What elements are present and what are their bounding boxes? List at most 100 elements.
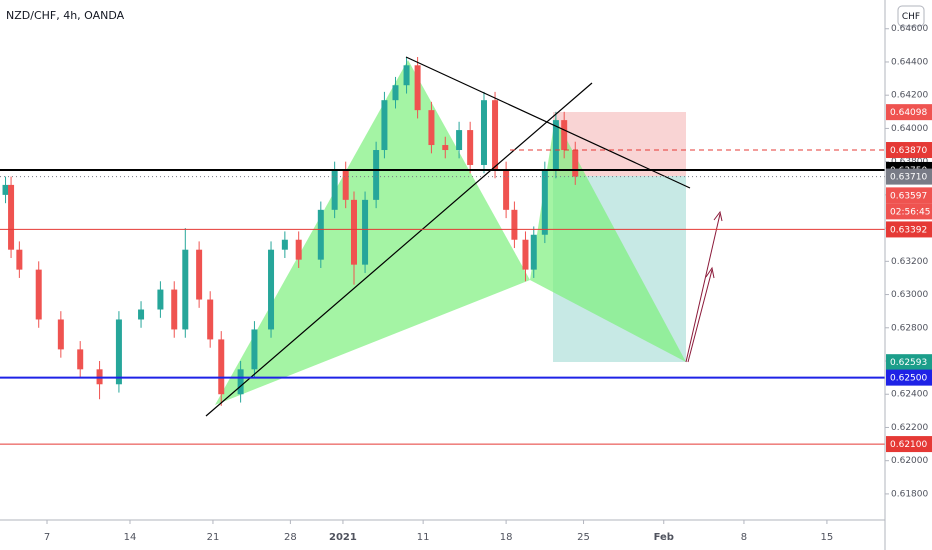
candle-body xyxy=(541,169,548,235)
price-label: 0.62500 xyxy=(890,374,927,384)
candle-body xyxy=(511,209,518,240)
arrow xyxy=(685,213,721,363)
y-tick-label: 0.62800 xyxy=(891,323,928,333)
candle-body xyxy=(492,100,499,170)
arrow-head xyxy=(713,210,723,222)
candle-body xyxy=(251,329,258,370)
price-label-bg xyxy=(886,369,932,386)
candle-body xyxy=(2,184,9,195)
candle-body xyxy=(115,319,122,385)
arrow xyxy=(687,269,713,363)
x-tick-label: 21 xyxy=(207,532,220,543)
y-tick-label: 0.63200 xyxy=(891,257,928,267)
y-tick-label: 0.62400 xyxy=(891,390,928,400)
countdown-bg xyxy=(886,203,932,220)
candle-body xyxy=(268,249,275,330)
candle-body xyxy=(281,239,288,250)
candle-body xyxy=(414,65,421,111)
candle-body xyxy=(16,249,23,270)
candle-body xyxy=(392,85,399,101)
candle-body xyxy=(207,299,214,340)
candle-body xyxy=(218,339,225,395)
price-label: 0.64098 xyxy=(890,108,927,118)
candle-body xyxy=(403,65,410,86)
price-axis xyxy=(885,0,932,550)
x-tick-label: 28 xyxy=(284,532,297,543)
x-tick-label: 18 xyxy=(500,532,513,543)
overlay xyxy=(0,56,885,445)
time-axis xyxy=(0,520,885,550)
y-tick-label: 0.64000 xyxy=(891,124,928,134)
trend-line xyxy=(205,82,593,417)
candle-body xyxy=(342,169,349,200)
currency-button[interactable] xyxy=(897,5,925,27)
x-tick-label: 2021 xyxy=(329,532,357,543)
candle-body xyxy=(428,110,435,146)
candle-body xyxy=(57,319,64,350)
y-tick-label: 0.61800 xyxy=(891,489,928,499)
candle-body xyxy=(552,120,559,170)
pattern-bcd xyxy=(530,118,686,362)
candle-body xyxy=(351,199,357,265)
drawings xyxy=(215,60,686,405)
price-label-bg xyxy=(886,187,932,204)
pattern-xab xyxy=(215,60,530,405)
candle-body xyxy=(480,100,487,165)
x-tick-label: 15 xyxy=(821,532,834,543)
y-tick-label: 0.64600 xyxy=(891,24,928,34)
candle-body xyxy=(381,100,388,151)
price-label: 0.62100 xyxy=(890,440,927,450)
candle-body xyxy=(171,289,178,330)
candle-body xyxy=(522,239,529,270)
arrow-head xyxy=(705,266,715,279)
x-tick-label: 25 xyxy=(577,532,590,543)
candle-body xyxy=(503,169,510,210)
price-label-bg xyxy=(886,142,932,159)
candle-body xyxy=(362,199,369,265)
y-tick-label: 0.62200 xyxy=(891,423,928,433)
x-tick-label: 11 xyxy=(417,532,430,543)
price-label-bg xyxy=(886,104,932,121)
candle-body xyxy=(182,249,189,330)
candle-body xyxy=(572,150,579,177)
y-tick-label: 0.64200 xyxy=(891,91,928,101)
candle-body xyxy=(442,145,449,151)
price-label: 0.62593 xyxy=(890,358,927,368)
y-tick-label: 0.64400 xyxy=(891,57,928,67)
price-label: 0.63870 xyxy=(890,146,927,156)
countdown: 02:56:45 xyxy=(890,207,930,217)
chart-title: NZD/CHF, 4h, OANDA xyxy=(6,9,125,22)
x-tick-label: Feb xyxy=(654,532,674,543)
candle-body xyxy=(138,309,145,320)
candle-body xyxy=(467,130,474,165)
candle-body xyxy=(456,130,463,151)
candles xyxy=(2,56,579,406)
price-label-bg xyxy=(886,354,932,371)
price-label: 0.63710 xyxy=(890,173,927,183)
candle-body xyxy=(317,209,324,260)
candle-body xyxy=(373,150,380,200)
x-tick-label: 14 xyxy=(124,532,137,543)
candle-body xyxy=(157,289,164,310)
y-tick-label: 0.63000 xyxy=(891,290,928,300)
price-label-bg xyxy=(886,168,932,185)
price-label: 0.63392 xyxy=(890,225,927,235)
y-tick-label: 0.62000 xyxy=(891,456,928,466)
candle-body xyxy=(77,349,84,370)
x-tick-label: 7 xyxy=(44,532,50,543)
candle-body xyxy=(196,249,203,300)
candle-body xyxy=(331,169,338,210)
candle-body xyxy=(295,239,302,260)
x-tick-label: 8 xyxy=(741,532,747,543)
price-label: 0.63597 xyxy=(890,191,927,201)
currency-label[interactable]: CHF xyxy=(902,12,920,22)
price-label-bg xyxy=(886,436,932,453)
candle-body xyxy=(8,184,15,250)
candle-body xyxy=(35,269,42,320)
candle-body xyxy=(237,369,244,395)
candle-body xyxy=(530,234,537,270)
price-label-bg xyxy=(886,221,932,238)
candle-body xyxy=(561,120,568,151)
trend-line xyxy=(405,56,691,189)
